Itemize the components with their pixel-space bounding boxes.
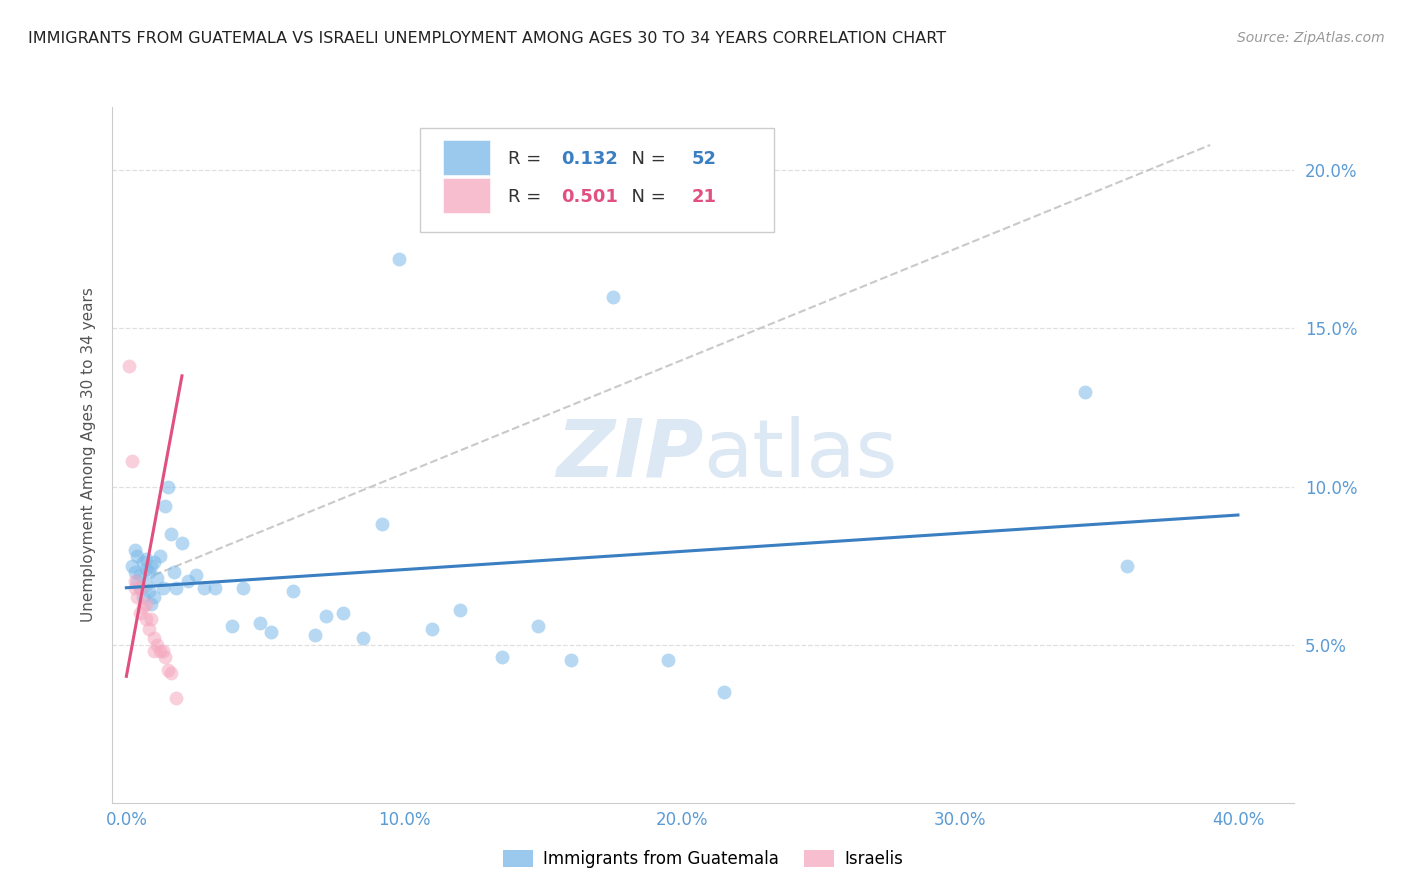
Point <box>352 632 374 646</box>
Point <box>332 606 354 620</box>
Point <box>315 609 337 624</box>
Point <box>146 638 169 652</box>
Point <box>165 691 187 706</box>
Point <box>141 558 163 573</box>
Point <box>141 612 163 626</box>
Point <box>184 568 207 582</box>
Point <box>602 290 624 304</box>
Point <box>143 556 166 570</box>
Point <box>127 549 149 563</box>
Point <box>157 663 180 677</box>
Point <box>155 499 177 513</box>
FancyBboxPatch shape <box>419 128 773 232</box>
Point <box>129 606 152 620</box>
Point <box>281 583 304 598</box>
Point <box>121 558 143 573</box>
Point <box>138 583 160 598</box>
Text: R =: R = <box>508 188 547 206</box>
Point <box>138 622 160 636</box>
Point <box>149 644 172 658</box>
Text: 52: 52 <box>692 150 716 169</box>
Text: 21: 21 <box>692 188 716 206</box>
Text: IMMIGRANTS FROM GUATEMALA VS ISRAELI UNEMPLOYMENT AMONG AGES 30 TO 34 YEARS CORR: IMMIGRANTS FROM GUATEMALA VS ISRAELI UNE… <box>28 31 946 46</box>
Point <box>143 644 166 658</box>
Point <box>129 568 152 582</box>
Point <box>152 581 174 595</box>
Point <box>249 615 271 630</box>
FancyBboxPatch shape <box>443 178 491 213</box>
Point <box>129 581 152 595</box>
Point <box>491 650 513 665</box>
Point <box>143 591 166 605</box>
Point <box>165 581 187 595</box>
Point <box>176 574 198 589</box>
Point <box>135 577 157 591</box>
Point <box>221 618 243 632</box>
Point <box>132 556 155 570</box>
Point <box>371 517 394 532</box>
Text: N =: N = <box>620 150 672 169</box>
Point <box>124 542 146 557</box>
Point <box>124 581 146 595</box>
Text: ZIP: ZIP <box>555 416 703 494</box>
FancyBboxPatch shape <box>443 140 491 175</box>
Point <box>135 612 157 626</box>
Point <box>135 562 157 576</box>
Point <box>526 618 548 632</box>
Point <box>129 581 152 595</box>
Point <box>204 581 226 595</box>
Point <box>162 565 184 579</box>
Point <box>121 454 143 468</box>
Point <box>304 628 326 642</box>
Point <box>388 252 411 266</box>
Point <box>160 666 183 681</box>
Point <box>127 574 149 589</box>
Legend: Immigrants from Guatemala, Israelis: Immigrants from Guatemala, Israelis <box>496 843 910 875</box>
Point <box>657 653 679 667</box>
Point <box>157 479 180 493</box>
Point <box>132 591 155 605</box>
Text: 0.132: 0.132 <box>561 150 619 169</box>
Point <box>132 599 155 614</box>
Point <box>143 632 166 646</box>
Y-axis label: Unemployment Among Ages 30 to 34 years: Unemployment Among Ages 30 to 34 years <box>80 287 96 623</box>
Text: N =: N = <box>620 188 672 206</box>
Point <box>118 359 141 374</box>
Point <box>420 622 443 636</box>
Text: R =: R = <box>508 150 547 169</box>
Point <box>560 653 582 667</box>
Point <box>713 685 735 699</box>
Point <box>138 565 160 579</box>
Point <box>193 581 215 595</box>
Point <box>135 597 157 611</box>
Text: Source: ZipAtlas.com: Source: ZipAtlas.com <box>1237 31 1385 45</box>
Point <box>1074 384 1097 399</box>
Text: 0.501: 0.501 <box>561 188 619 206</box>
Point <box>152 644 174 658</box>
Point <box>124 574 146 589</box>
Point <box>160 527 183 541</box>
Point <box>141 597 163 611</box>
Point <box>449 603 471 617</box>
Point <box>170 536 193 550</box>
Point <box>135 552 157 566</box>
Point <box>260 625 283 640</box>
Point <box>155 650 177 665</box>
Point <box>146 571 169 585</box>
Point <box>127 591 149 605</box>
Point <box>124 565 146 579</box>
Point <box>232 581 254 595</box>
Text: atlas: atlas <box>703 416 897 494</box>
Point <box>1115 558 1137 573</box>
Point <box>149 549 172 563</box>
